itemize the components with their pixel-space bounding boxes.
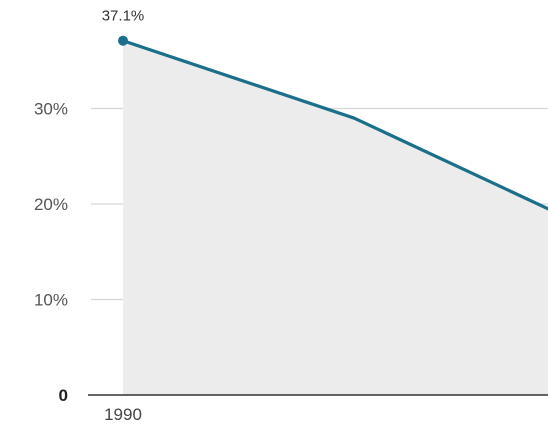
y-tick-label: 30% [34, 100, 68, 119]
area-fill-shape [123, 40, 548, 395]
series-line-path [121, 39, 548, 211]
area-fill [123, 40, 548, 395]
series-line [118, 35, 548, 211]
data-label: 37.1% [102, 8, 145, 25]
y-tick-label: 20% [34, 195, 68, 214]
data-point [118, 35, 128, 46]
x-tick-label: 1990 [104, 405, 142, 424]
y-tick-label: 10% [34, 291, 68, 310]
y-tick-label: 0 [59, 386, 68, 405]
labels: 0 10% 20% 30% 1990 37.1% [34, 8, 144, 424]
